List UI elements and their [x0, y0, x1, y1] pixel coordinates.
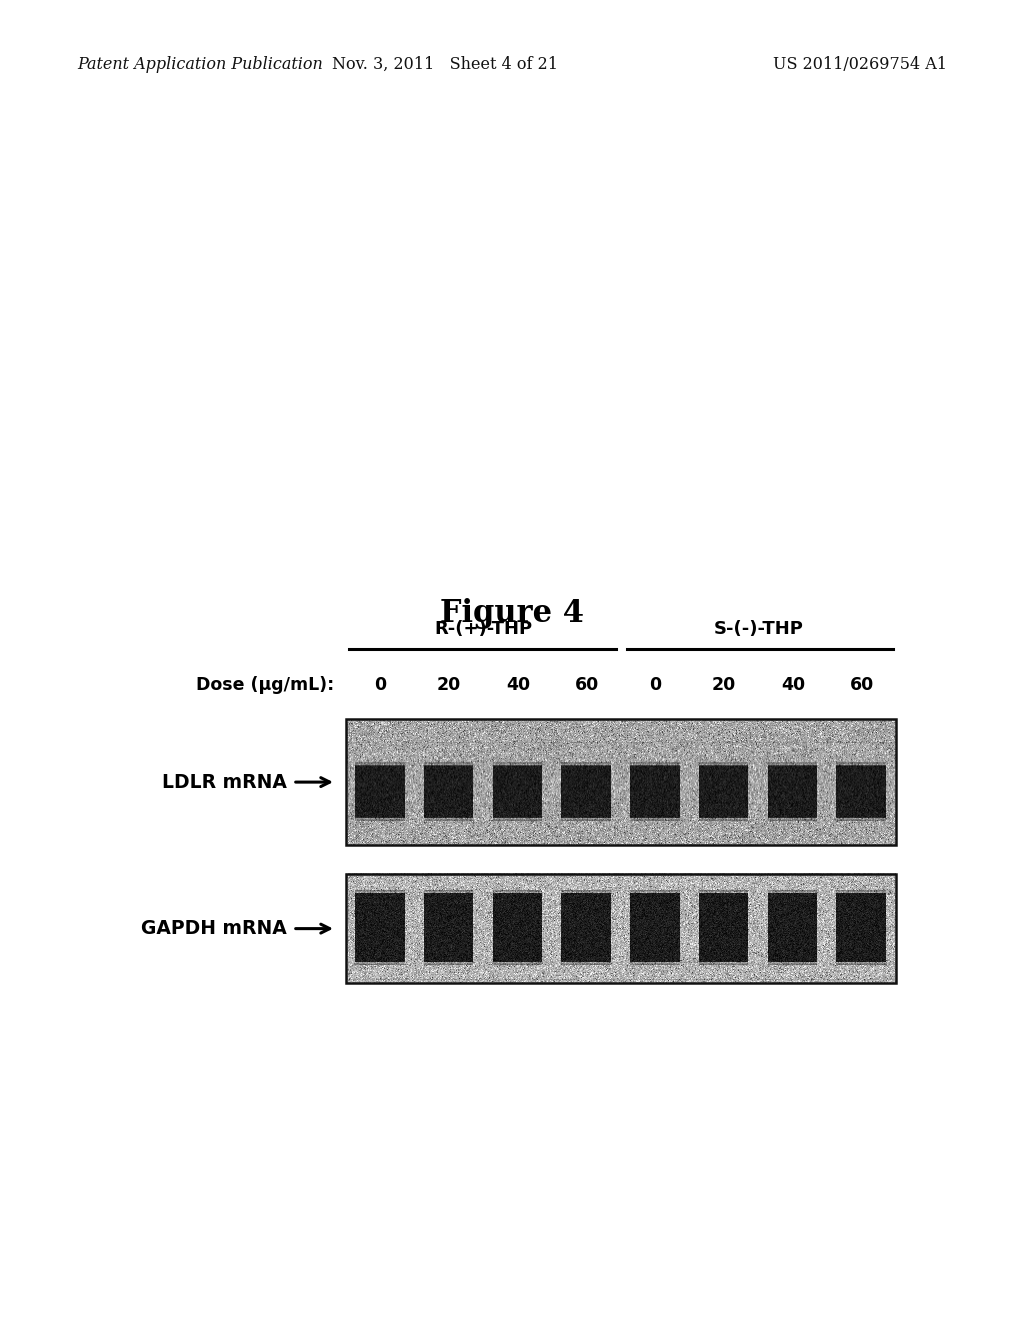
Text: 0: 0 [375, 676, 386, 694]
Text: 20: 20 [437, 676, 462, 694]
Text: Nov. 3, 2011   Sheet 4 of 21: Nov. 3, 2011 Sheet 4 of 21 [333, 57, 558, 73]
Text: 60: 60 [850, 676, 873, 694]
Text: US 2011/0269754 A1: US 2011/0269754 A1 [773, 57, 947, 73]
Text: Figure 4: Figure 4 [440, 598, 584, 630]
Text: Dose (μg/mL):: Dose (μg/mL): [196, 676, 334, 694]
Text: 60: 60 [574, 676, 599, 694]
Bar [346, 874, 896, 983]
Text: 0: 0 [649, 676, 662, 694]
Text: 40: 40 [506, 676, 530, 694]
Text: Patent Application Publication: Patent Application Publication [77, 57, 323, 73]
Text: GAPDH mRNA: GAPDH mRNA [141, 919, 287, 939]
Bar [346, 719, 896, 845]
Text: LDLR mRNA: LDLR mRNA [162, 772, 287, 792]
Text: R-(+)-THP: R-(+)-THP [434, 619, 532, 638]
Text: 20: 20 [712, 676, 736, 694]
Text: 40: 40 [781, 676, 805, 694]
Text: S-(-)-THP: S-(-)-THP [714, 619, 804, 638]
